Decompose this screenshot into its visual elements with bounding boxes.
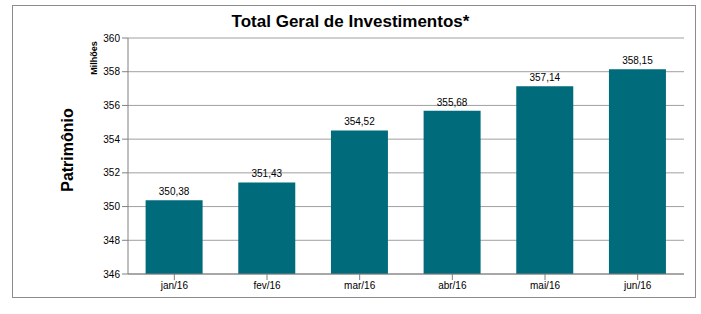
html-text:Total Geral de Investimentos*: Total Geral de Investimentos* — [231, 12, 470, 31]
svg-text:348: 348 — [103, 235, 120, 246]
svg-text:350: 350 — [103, 201, 120, 212]
html-text:Milhões: Milhões — [89, 41, 99, 75]
svg-text:351,43: 351,43 — [251, 168, 282, 179]
svg-text:355,68: 355,68 — [437, 97, 468, 108]
svg-text:jun/16: jun/16 — [623, 280, 652, 291]
svg-text:358,15: 358,15 — [622, 55, 653, 66]
svg-text:356: 356 — [103, 100, 120, 111]
svg-text:mar/16: mar/16 — [344, 280, 376, 291]
svg-text:354: 354 — [103, 134, 120, 145]
svg-text:fev/16: fev/16 — [253, 280, 281, 291]
svg-text:354,52: 354,52 — [344, 116, 375, 127]
svg-text:mai/16: mai/16 — [530, 280, 560, 291]
html-text:Patrimônio: Patrimônio — [59, 108, 76, 192]
svg-text:jan/16: jan/16 — [160, 280, 189, 291]
svg-text:360: 360 — [103, 33, 120, 44]
svg-text:abr/16: abr/16 — [438, 280, 467, 291]
svg-text:352: 352 — [103, 167, 120, 178]
svg-text:350,38: 350,38 — [159, 186, 190, 197]
svg-text:358: 358 — [103, 66, 120, 77]
svg-text:346: 346 — [103, 269, 120, 280]
svg-text:357,14: 357,14 — [529, 72, 560, 83]
